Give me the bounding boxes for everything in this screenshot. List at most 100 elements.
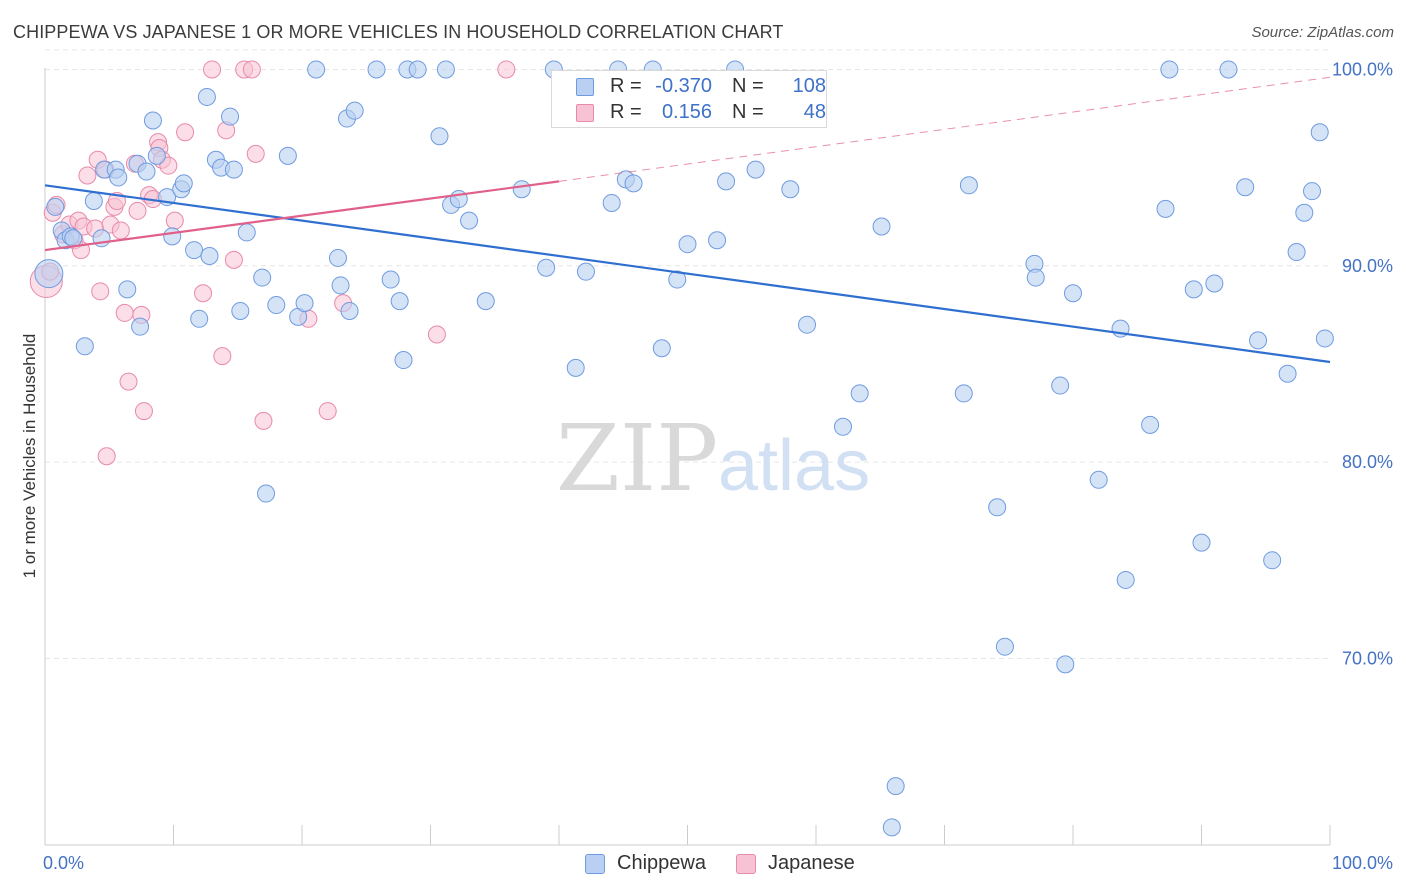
- watermark-zip: ZIP: [556, 405, 718, 512]
- chippewa-point: [678, 235, 697, 254]
- chippewa-point: [1141, 415, 1160, 434]
- chippewa-point: [200, 246, 219, 265]
- chippewa-point: [257, 484, 276, 503]
- chippewa-point: [1205, 274, 1224, 293]
- chippewa-point: [512, 180, 531, 199]
- chippewa-swatch: [576, 78, 594, 96]
- legend-label: Chippewa: [617, 852, 706, 874]
- japanese-trend-extension: [558, 76, 1331, 182]
- chippewa-trend-line: [44, 184, 1331, 364]
- x-tick-label: 0.0%: [43, 853, 84, 873]
- trend-lines: [44, 76, 1331, 364]
- chippewa-point: [34, 259, 64, 289]
- japanese-point: [427, 325, 446, 344]
- chippewa-point: [1303, 182, 1322, 201]
- chippewa-point: [717, 172, 736, 191]
- chippewa-point: [295, 294, 314, 313]
- japanese-swatch: [736, 854, 756, 874]
- japanese-point: [176, 123, 195, 142]
- chippewa-point: [345, 101, 364, 120]
- n-label: N =: [732, 75, 764, 97]
- chippewa-point: [1287, 243, 1306, 262]
- chippewa-point: [1156, 199, 1175, 218]
- chippewa-point: [537, 258, 556, 277]
- tick-labels: 70.0% 80.0% 90.0% 100.0% 0.0% 100.0%: [43, 59, 1393, 873]
- chippewa-point: [147, 146, 166, 165]
- chippewa-point: [185, 241, 204, 260]
- japanese-point: [242, 60, 261, 79]
- chippewa-point: [668, 270, 687, 289]
- chippewa-point: [954, 384, 973, 403]
- chippewa-point: [602, 193, 621, 212]
- chippewa-point: [1295, 203, 1314, 222]
- chippewa-point: [460, 211, 479, 230]
- japanese-point: [159, 156, 178, 175]
- chippewa-point: [708, 231, 727, 250]
- japanese-swatch: [576, 104, 594, 122]
- chippewa-swatch: [585, 854, 605, 874]
- chippewa-point: [781, 180, 800, 199]
- y-axis-label: 1 or more Vehicles in Household: [20, 334, 39, 579]
- r-value: 0.156: [661, 101, 712, 123]
- chart-title: CHIPPEWA VS JAPANESE 1 OR MORE VEHICLES …: [13, 22, 784, 42]
- chippewa-point: [988, 498, 1007, 517]
- n-value: 48: [803, 101, 826, 123]
- chippewa-point: [253, 268, 272, 287]
- y-tick-label: 100.0%: [1332, 59, 1393, 79]
- chippewa-point: [1026, 268, 1045, 287]
- correlation-legend: R = -0.370 N = 108 R = 0.156 N = 48: [551, 70, 827, 128]
- chippewa-point: [381, 270, 400, 289]
- chippewa-point: [394, 351, 413, 370]
- r-label: R =: [610, 75, 642, 97]
- n-label: N =: [732, 101, 764, 123]
- grid-lines: [45, 49, 1330, 659]
- chippewa-point: [1056, 655, 1075, 674]
- chippewa-point: [143, 111, 162, 130]
- japanese-point: [115, 303, 134, 322]
- chippewa-point: [959, 176, 978, 195]
- chippewa-point: [64, 229, 83, 248]
- chippewa-point: [84, 192, 103, 210]
- axes: [44, 68, 1331, 846]
- watermark: ZIP atlas: [556, 405, 870, 512]
- chippewa-point: [75, 337, 94, 356]
- chippewa-point: [1278, 364, 1297, 383]
- japanese-point: [128, 201, 147, 220]
- chippewa-point: [221, 107, 240, 126]
- japanese-point: [165, 211, 184, 230]
- chippewa-point: [328, 248, 347, 267]
- chippewa-point: [872, 217, 891, 236]
- chippewa-point: [882, 818, 901, 837]
- y-tick-label: 80.0%: [1342, 452, 1393, 472]
- japanese-point: [91, 282, 110, 301]
- chippewa-point: [267, 296, 286, 315]
- chippewa-point: [408, 60, 427, 79]
- chippewa-point: [237, 223, 256, 242]
- source-label: Source: ZipAtlas.com: [1251, 24, 1394, 41]
- chippewa-point: [174, 174, 193, 193]
- japanese-point: [224, 250, 243, 269]
- chippewa-point: [1064, 284, 1082, 303]
- chippewa-point: [833, 417, 852, 436]
- y-tick-label: 70.0%: [1342, 648, 1393, 668]
- chippewa-point: [624, 174, 643, 193]
- chippewa-point: [390, 292, 409, 311]
- chippewa-point: [1236, 178, 1255, 197]
- legend-label: Japanese: [768, 852, 855, 874]
- chippewa-point: [430, 127, 449, 146]
- chippewa-point: [1219, 60, 1238, 79]
- chippewa-point: [163, 227, 182, 246]
- chippewa-point: [995, 637, 1014, 656]
- chippewa-point: [1089, 470, 1108, 489]
- chippewa-point: [331, 276, 350, 295]
- chippewa-point: [1263, 551, 1282, 570]
- chippewa-point: [340, 301, 359, 320]
- chippewa-point: [476, 292, 495, 311]
- japanese-points: [29, 60, 516, 466]
- chippewa-point: [1116, 570, 1135, 589]
- chippewa-point: [278, 146, 297, 165]
- chippewa-point: [1051, 376, 1070, 395]
- r-label: R =: [610, 101, 642, 123]
- chippewa-point: [118, 280, 137, 299]
